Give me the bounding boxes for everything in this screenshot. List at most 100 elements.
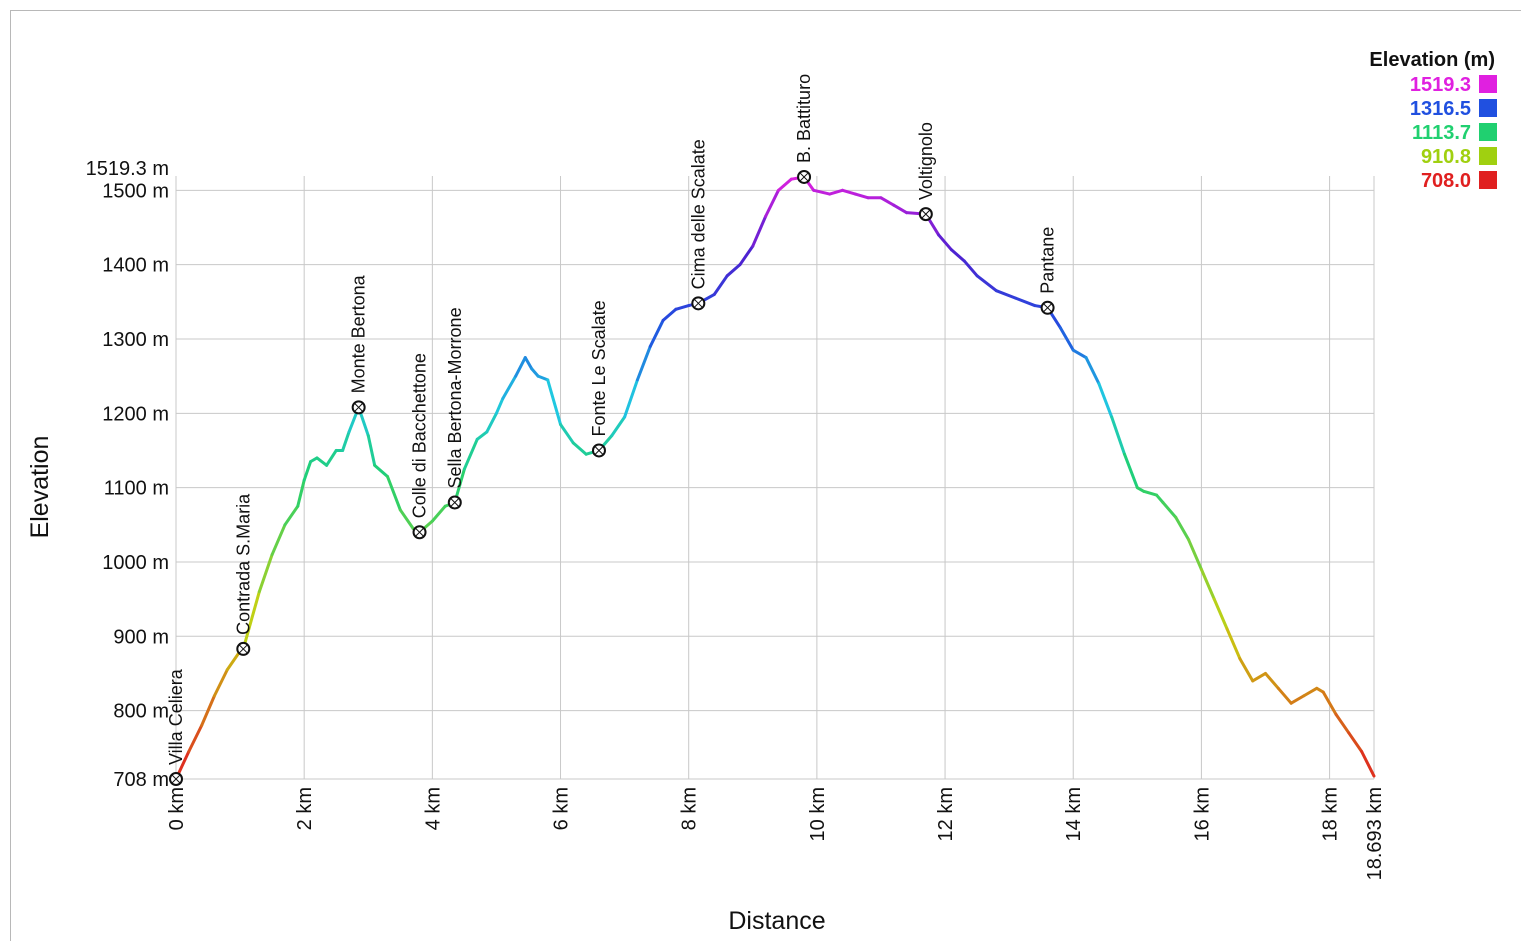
elevation-segment bbox=[1014, 296, 1037, 308]
waypoint-label: Sella Bertona-Morrone bbox=[445, 307, 465, 488]
legend-swatch bbox=[1479, 75, 1497, 93]
x-tick-label: 6 km bbox=[551, 787, 573, 830]
elevation-segment bbox=[200, 694, 216, 727]
waypoint-label: Villa Celiera bbox=[166, 668, 186, 765]
x-tick-label: 2 km bbox=[294, 787, 316, 830]
elevation-segment bbox=[225, 649, 242, 672]
elevation-segment bbox=[892, 203, 909, 215]
waypoint-marker-cross bbox=[238, 644, 248, 654]
elevation-segment bbox=[751, 214, 768, 248]
elevation-segment bbox=[635, 344, 652, 382]
elevation-segment bbox=[430, 504, 447, 523]
y-tick-label: 900 m bbox=[113, 626, 169, 648]
elevation-segment bbox=[212, 668, 229, 698]
x-tick-label: 18 km bbox=[1320, 787, 1342, 841]
elevation-segment bbox=[257, 553, 274, 594]
chart-frame: 708 m 800 m 900 m 1000 m 1100 m 1200 m 1300 m 1… bbox=[10, 10, 1521, 941]
waypoint-marker-cross bbox=[921, 209, 931, 219]
legend-value: 910.8 bbox=[1421, 146, 1471, 168]
elevation-segment bbox=[296, 478, 306, 508]
legend-value: 1316.5 bbox=[1410, 98, 1471, 120]
elevation-segment bbox=[1276, 686, 1293, 705]
elevation-line bbox=[174, 175, 1376, 781]
y-tick-label: 1400 m bbox=[102, 255, 169, 277]
elevation-segment bbox=[937, 233, 953, 252]
legend: Elevation (m) 1519.31316.51113.7910.8708.… bbox=[1369, 49, 1497, 192]
elevation-segment bbox=[1302, 686, 1319, 698]
elevation-segment bbox=[1360, 749, 1376, 778]
elevation-segment bbox=[661, 307, 678, 322]
elevation-segment bbox=[571, 441, 588, 456]
waypoint-marker-cross bbox=[594, 446, 604, 455]
legend-title: Elevation (m) bbox=[1369, 49, 1495, 71]
elevation-segment bbox=[738, 244, 755, 267]
elevation-segment bbox=[536, 374, 550, 382]
elevation-segment bbox=[270, 523, 287, 557]
elevation-segment bbox=[1251, 671, 1267, 683]
elevation-segment bbox=[1071, 348, 1088, 360]
elevation-segment bbox=[1161, 501, 1178, 519]
elevation-segment bbox=[764, 188, 780, 218]
elevation-segment bbox=[1225, 627, 1242, 661]
elevation-segment bbox=[398, 508, 415, 531]
waypoint-label: Contrada S.Maria bbox=[233, 493, 253, 635]
elevation-segment bbox=[1174, 515, 1191, 542]
x-tick-label: 4 km bbox=[422, 787, 444, 830]
elevation-segment bbox=[828, 188, 845, 196]
waypoint-marker-cross bbox=[1043, 303, 1052, 313]
elevation-segment bbox=[610, 415, 627, 438]
elevation-segment bbox=[1199, 567, 1216, 601]
x-tick-label: 10 km bbox=[807, 787, 829, 841]
elevation-segment bbox=[559, 422, 575, 445]
grid-lines bbox=[175, 176, 1375, 780]
elevation-segment bbox=[1123, 452, 1139, 490]
elevation-segment bbox=[994, 289, 1018, 300]
elevation-segment bbox=[523, 356, 534, 371]
elevation-segment bbox=[485, 411, 498, 434]
elevation-segment bbox=[674, 304, 691, 311]
elevation-segment bbox=[841, 188, 857, 196]
elevation-segment bbox=[1238, 657, 1255, 683]
elevation-segment bbox=[1263, 671, 1280, 690]
x-tick-label: 0 km bbox=[166, 787, 188, 830]
waypoint-marker-cross bbox=[799, 172, 809, 182]
elevation-segment bbox=[366, 434, 377, 467]
elevation-segment bbox=[373, 463, 389, 478]
waypoint-marker-cross bbox=[171, 774, 181, 784]
legend-value: 1519.3 bbox=[1410, 74, 1471, 96]
y-tick-label: 708 m bbox=[113, 769, 169, 791]
elevation-segment bbox=[341, 430, 351, 452]
legend-swatch bbox=[1479, 99, 1497, 117]
elevation-segment bbox=[1142, 489, 1159, 497]
x-tick-label: 14 km bbox=[1063, 787, 1085, 841]
y-tick-label: 1200 m bbox=[102, 403, 169, 425]
elevation-segment bbox=[812, 188, 832, 196]
x-tick-label: 8 km bbox=[679, 787, 701, 830]
x-tick-label: 16 km bbox=[1191, 787, 1213, 841]
waypoint-label: B. Battituro bbox=[794, 74, 814, 163]
elevation-segment bbox=[975, 274, 998, 293]
waypoint-label: Pantane bbox=[1038, 227, 1058, 294]
elevation-segment bbox=[1084, 356, 1101, 386]
elevation-segment bbox=[1097, 382, 1114, 419]
elevation-segment bbox=[1321, 690, 1338, 716]
legend-swatch bbox=[1479, 147, 1497, 165]
elevation-segment bbox=[1187, 538, 1203, 571]
elevation-segment bbox=[530, 367, 540, 378]
elevation-segment bbox=[776, 177, 793, 192]
elevation-segment bbox=[1289, 694, 1306, 705]
elevation-segment bbox=[514, 356, 527, 378]
waypoint-label: Voltignolo bbox=[916, 122, 936, 200]
waypoint-label: Fonte Le Scalate bbox=[589, 300, 609, 436]
elevation-segment bbox=[501, 374, 518, 400]
x-tick-labels: 0 km 2 km 4 km 6 km 8 km 10 km 12 km 14 km 16 km… bbox=[166, 787, 1386, 880]
x-axis-title: Distance bbox=[728, 907, 825, 934]
waypoint-marker-cross bbox=[693, 298, 703, 308]
legend-value: 1113.7 bbox=[1412, 122, 1471, 144]
x-tick-label: 12 km bbox=[935, 787, 957, 841]
waypoint-marker-cross bbox=[415, 527, 424, 537]
y-tick-label: 1100 m bbox=[104, 478, 169, 500]
elevation-segment bbox=[462, 437, 479, 471]
elevation-segment bbox=[325, 448, 338, 467]
waypoint-markers: Villa Celiera Contrada S.Maria Monte Berto… bbox=[166, 74, 1058, 786]
